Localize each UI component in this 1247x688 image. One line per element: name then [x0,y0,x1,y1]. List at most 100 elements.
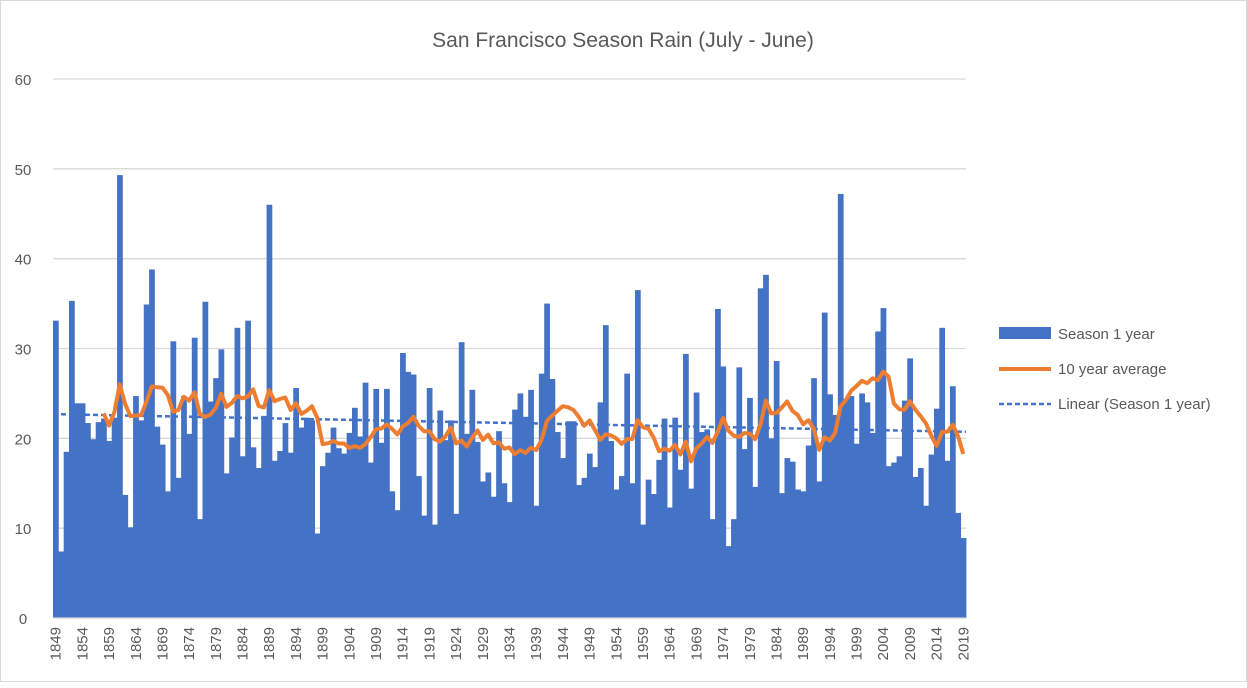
bar-1906 [357,436,364,618]
bar-1927 [469,389,476,618]
y-tick-label: 40 [15,252,32,269]
x-tick-label: 1934 [502,627,519,660]
bar-1967 [683,353,689,618]
bar-2017 [949,386,956,618]
x-tick-label: 1924 [448,627,465,660]
bar-1956 [624,373,631,618]
bar-1974 [720,366,727,618]
chart-title: San Francisco Season Rain (July - June) [432,29,814,52]
x-tick-label: 1979 [742,627,759,660]
bar-1905 [351,407,358,618]
bar-1921 [437,410,444,618]
x-tick-label: 1854 [74,627,91,660]
bar-1926 [464,433,470,618]
bar-2003 [875,331,881,618]
bar-2004 [880,308,887,618]
bar-1953 [608,441,615,618]
bar-1870 [165,491,171,618]
bar-1899 [319,466,326,618]
bar-1884 [239,456,246,618]
bar-1984 [773,361,780,618]
bar-1976 [731,519,737,618]
bar-2007 [896,456,903,618]
legend-label-average: 10 year average [1058,361,1166,378]
bar-1856 [90,439,97,618]
x-tick-label: 1864 [128,627,145,660]
bar-1859 [106,441,113,618]
bar-1990 [805,445,812,618]
x-tick-label: 1859 [101,627,118,660]
bar-1849 [53,320,59,618]
bar-1902 [335,448,342,618]
bar-1854 [79,403,86,618]
bar-1999 [853,443,860,618]
bar-2013 [928,454,935,618]
bar-2005 [885,466,892,618]
bar-1952 [602,325,609,618]
legend-swatch-bars [999,327,1051,339]
bar-1937 [522,416,529,618]
bar-2019 [960,538,967,618]
bar-1907 [362,382,369,618]
x-tick-label: 1989 [795,627,812,660]
bar-2018 [955,512,962,618]
x-tick-label: 1954 [608,627,625,660]
bar-1890 [271,460,278,618]
bar-1917 [416,476,422,618]
bar-1874 [186,433,193,618]
bar-1932 [496,431,502,618]
bar-1901 [330,427,337,618]
y-tick-label: 0 [19,611,27,628]
bar-1897 [309,420,316,618]
bar-1954 [613,489,620,618]
bar-2002 [869,432,876,618]
bar-1916 [410,374,417,618]
bar-1883 [234,327,241,618]
bar-2012 [923,505,930,618]
y-tick-label: 60 [15,72,32,89]
bar-1924 [453,513,460,618]
bar-1992 [816,481,823,618]
bar-1858 [101,418,107,618]
bar-1986 [784,458,791,618]
bar-1904 [346,432,353,618]
bar-1950 [592,467,598,618]
bar-1975 [725,546,732,618]
bar-1865 [138,420,145,618]
bar-1879 [213,378,219,618]
bar-1991 [811,378,817,618]
bar-1850 [58,551,65,618]
bar-1887 [255,467,262,618]
bar-1981 [757,288,764,618]
y-tick-label: 10 [15,521,32,538]
bar-2014 [933,408,940,618]
bar-1963 [661,418,668,618]
bar-1987 [789,461,796,618]
bar-1961 [650,494,657,618]
bar-1947 [576,485,582,618]
bar-1958 [634,290,641,618]
bar-1862 [122,494,129,618]
x-tick-label: 1904 [341,627,358,660]
bar-1945 [565,421,572,618]
bar-1930 [485,472,492,618]
y-tick-label: 20 [15,431,32,448]
bar-1940 [538,373,545,618]
bar-1985 [779,493,785,618]
bar-1946 [570,421,577,618]
x-tick-label: 1964 [662,627,679,660]
x-tick-label: 1894 [288,627,305,660]
x-tick-label: 1919 [421,627,438,660]
bar-1964 [667,507,673,618]
bar-1920 [432,524,438,618]
bar-1978 [741,449,748,618]
bar-1933 [501,483,508,618]
bar-1910 [378,442,385,618]
bar-1875 [191,337,198,618]
bar-1881 [223,473,230,618]
bar-1939 [533,505,540,618]
bar-1935 [512,409,518,618]
x-tick-label: 1959 [635,627,652,660]
